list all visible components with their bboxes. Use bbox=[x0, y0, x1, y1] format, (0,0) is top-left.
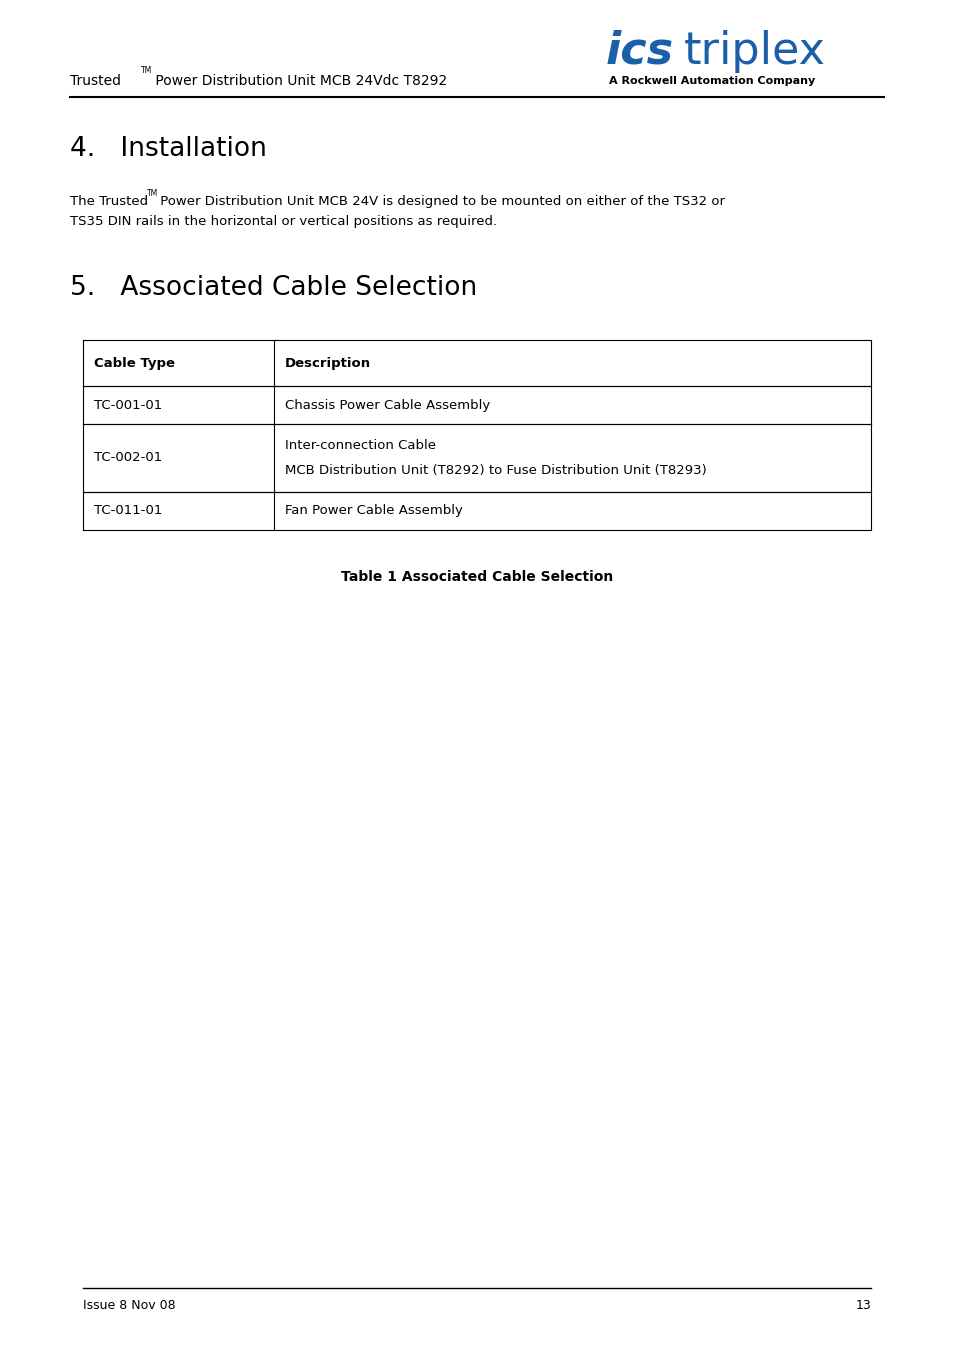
Text: Power Distribution Unit MCB 24V is designed to be mounted on either of the TS32 : Power Distribution Unit MCB 24V is desig… bbox=[155, 195, 723, 208]
Text: MCB Distribution Unit (T8292) to Fuse Distribution Unit (T8293): MCB Distribution Unit (T8292) to Fuse Di… bbox=[285, 465, 706, 477]
Text: The Trusted: The Trusted bbox=[70, 195, 148, 208]
Text: TC-011-01: TC-011-01 bbox=[94, 504, 163, 517]
Text: Inter-connection Cable: Inter-connection Cable bbox=[285, 439, 436, 451]
Text: Cable Type: Cable Type bbox=[94, 357, 175, 370]
Text: Trusted: Trusted bbox=[70, 74, 120, 88]
Text: Fan Power Cable Assembly: Fan Power Cable Assembly bbox=[285, 504, 462, 517]
Text: Issue 8 Nov 08: Issue 8 Nov 08 bbox=[83, 1298, 175, 1312]
Text: Table 1 Associated Cable Selection: Table 1 Associated Cable Selection bbox=[340, 570, 613, 584]
Text: TM: TM bbox=[147, 189, 158, 197]
Text: TS35 DIN rails in the horizontal or vertical positions as required.: TS35 DIN rails in the horizontal or vert… bbox=[70, 215, 497, 228]
Text: 13: 13 bbox=[854, 1298, 870, 1312]
Text: TC-001-01: TC-001-01 bbox=[94, 399, 163, 412]
Text: A Rockwell Automation Company: A Rockwell Automation Company bbox=[608, 76, 814, 86]
Text: Description: Description bbox=[285, 357, 371, 370]
Text: 4.   Installation: 4. Installation bbox=[70, 135, 266, 162]
Text: TC-002-01: TC-002-01 bbox=[94, 451, 163, 465]
Text: 5.   Associated Cable Selection: 5. Associated Cable Selection bbox=[70, 274, 476, 301]
Text: triplex: triplex bbox=[683, 30, 825, 73]
Text: ics: ics bbox=[605, 30, 673, 73]
Text: Power Distribution Unit MCB 24Vdc T8292: Power Distribution Unit MCB 24Vdc T8292 bbox=[151, 74, 447, 88]
Text: TM: TM bbox=[141, 66, 152, 74]
Text: Chassis Power Cable Assembly: Chassis Power Cable Assembly bbox=[285, 399, 490, 412]
